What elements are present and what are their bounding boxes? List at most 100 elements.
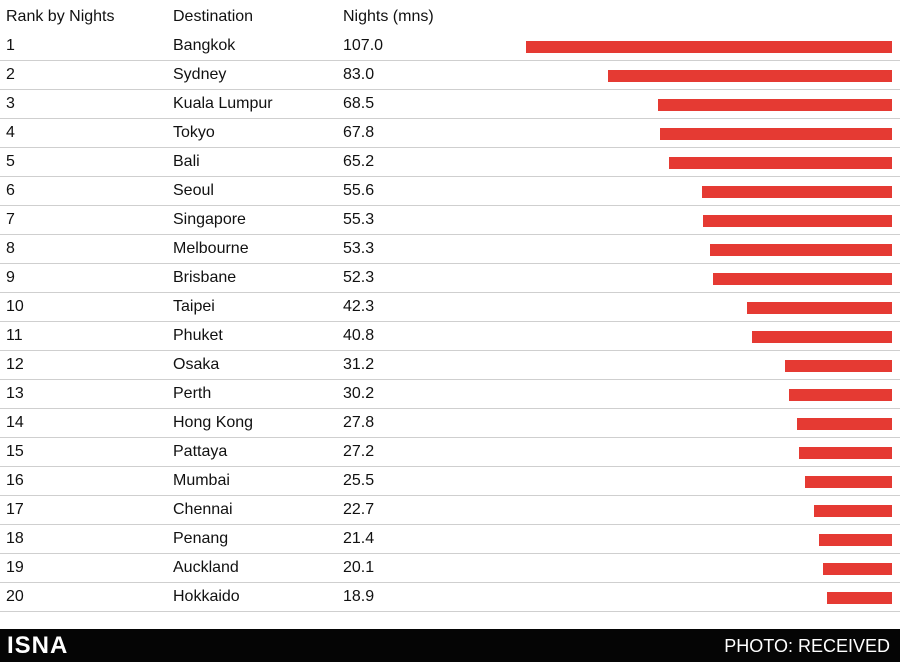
destination-label: Chennai	[173, 501, 233, 518]
rank-label: 6	[6, 182, 15, 199]
destination-label: Tokyo	[173, 124, 215, 141]
destination-label: Bangkok	[173, 37, 236, 54]
table-row: 9 Brisbane 52.3	[0, 264, 900, 293]
table-row: 17 Chennai 22.7	[0, 496, 900, 525]
destination-label: Sydney	[173, 66, 227, 83]
value-label: 31.2	[343, 356, 375, 373]
bar	[660, 128, 892, 140]
table-row: 19 Auckland 20.1	[0, 554, 900, 583]
table-row: 14 Hong Kong 27.8	[0, 409, 900, 438]
destination-label: Hokkaido	[173, 588, 240, 605]
bar	[703, 215, 892, 227]
bar	[608, 70, 892, 82]
value-label: 83.0	[343, 66, 375, 83]
value-label: 22.7	[343, 501, 375, 518]
rank-label: 11	[6, 327, 23, 344]
bar	[658, 99, 892, 111]
value-label: 67.8	[343, 124, 375, 141]
table-row: 16 Mumbai 25.5	[0, 467, 900, 496]
bar	[752, 331, 892, 343]
table-row: 2 Sydney 83.0	[0, 61, 900, 90]
destination-label: Kuala Lumpur	[173, 95, 273, 112]
bar	[785, 360, 892, 372]
value-label: 55.6	[343, 182, 375, 199]
bar	[827, 592, 892, 604]
value-label: 27.8	[343, 414, 375, 431]
rank-label: 9	[6, 269, 15, 286]
isna-logo: ISNA	[7, 632, 69, 659]
photo-credit: PHOTO: RECEIVED	[724, 636, 890, 656]
table-row: 1 Bangkok 107.0	[0, 32, 900, 61]
value-label: 42.3	[343, 298, 375, 315]
value-label: 55.3	[343, 211, 375, 228]
header-nights: Nights (mns)	[343, 8, 434, 25]
destination-label: Mumbai	[173, 472, 230, 489]
table-row: 6 Seoul 55.6	[0, 177, 900, 206]
table-row: 8 Melbourne 53.3	[0, 235, 900, 264]
rank-label: 5	[6, 153, 15, 170]
destination-label: Perth	[173, 385, 212, 402]
rank-label: 20	[6, 588, 24, 605]
rank-label: 2	[6, 66, 15, 83]
destination-label: Bali	[173, 153, 200, 170]
header-destination: Destination	[173, 8, 254, 25]
bar	[710, 244, 892, 256]
bar	[797, 418, 892, 430]
table-row: 7 Singapore 55.3	[0, 206, 900, 235]
value-label: 65.2	[343, 153, 375, 170]
table-row: 3 Kuala Lumpur 68.5	[0, 90, 900, 119]
value-label: 30.2	[343, 385, 375, 402]
bar	[805, 476, 892, 488]
value-label: 68.5	[343, 95, 375, 112]
bar	[713, 273, 892, 285]
destination-label: Osaka	[173, 356, 220, 373]
value-label: 18.9	[343, 588, 375, 605]
destination-label: Penang	[173, 530, 229, 547]
bar	[799, 447, 892, 459]
rank-label: 12	[6, 356, 24, 373]
destination-label: Brisbane	[173, 269, 237, 286]
table-row: 5 Bali 65.2	[0, 148, 900, 177]
rank-label: 10	[6, 298, 24, 315]
rank-label: 7	[6, 211, 15, 228]
rank-label: 1	[6, 37, 15, 54]
bar	[819, 534, 892, 546]
rank-label: 14	[6, 414, 24, 431]
table-row: 12 Osaka 31.2	[0, 351, 900, 380]
rank-label: 3	[6, 95, 15, 112]
value-label: 27.2	[343, 443, 375, 460]
bar	[747, 302, 892, 314]
bar	[789, 389, 892, 401]
value-label: 40.8	[343, 327, 375, 344]
bar	[669, 157, 892, 169]
header-rank: Rank by Nights	[6, 8, 115, 25]
destination-label: Singapore	[173, 211, 246, 228]
bar-table: Rank by Nights Destination Nights (mns) …	[0, 8, 900, 612]
table-row: 15 Pattaya 27.2	[0, 438, 900, 467]
destination-label: Melbourne	[173, 240, 249, 257]
value-label: 53.3	[343, 240, 375, 257]
bar	[823, 563, 892, 575]
table-row: 18 Penang 21.4	[0, 525, 900, 554]
footer-bar: ISNA PHOTO: RECEIVED	[0, 629, 900, 662]
rank-label: 4	[6, 124, 15, 141]
table-row: 13 Perth 30.2	[0, 380, 900, 409]
value-label: 20.1	[343, 559, 375, 576]
bar	[526, 41, 892, 53]
value-label: 21.4	[343, 530, 375, 547]
value-label: 107.0	[343, 37, 384, 54]
destination-label: Pattaya	[173, 443, 228, 460]
table-row: 4 Tokyo 67.8	[0, 119, 900, 148]
rank-label: 15	[6, 443, 24, 460]
destination-label: Seoul	[173, 182, 214, 199]
rank-label: 16	[6, 472, 24, 489]
value-label: 25.5	[343, 472, 375, 489]
destination-label: Phuket	[173, 327, 223, 344]
destination-label: Auckland	[173, 559, 239, 576]
destination-label: Taipei	[173, 298, 215, 315]
rank-label: 13	[6, 385, 24, 402]
table-row: 10 Taipei 42.3	[0, 293, 900, 322]
table-row: 20 Hokkaido 18.9	[0, 583, 900, 612]
table-row: 11 Phuket 40.8	[0, 322, 900, 351]
destination-label: Hong Kong	[173, 414, 254, 431]
